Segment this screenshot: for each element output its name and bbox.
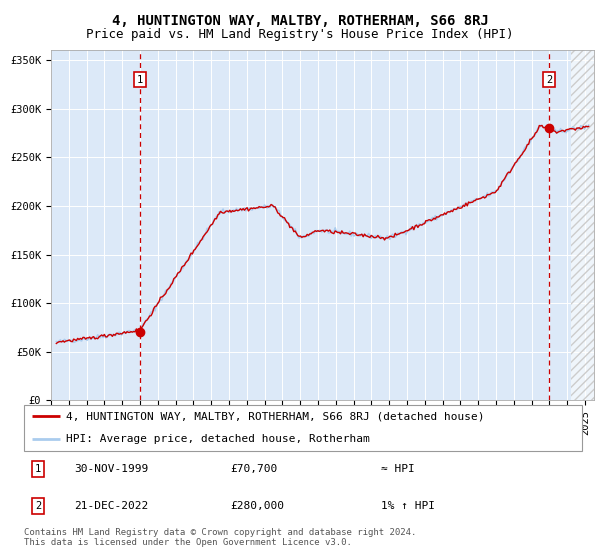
Bar	[571, 41, 600, 400]
Text: £280,000: £280,000	[230, 501, 284, 511]
Bar	[571, 41, 600, 400]
Text: ≈ HPI: ≈ HPI	[381, 464, 415, 474]
Text: 4, HUNTINGTON WAY, MALTBY, ROTHERHAM, S66 8RJ (detached house): 4, HUNTINGTON WAY, MALTBY, ROTHERHAM, S6…	[66, 412, 484, 421]
Text: HPI: Average price, detached house, Rotherham: HPI: Average price, detached house, Roth…	[66, 435, 370, 444]
Text: 30-NOV-1999: 30-NOV-1999	[74, 464, 148, 474]
Text: 1: 1	[137, 74, 143, 85]
Text: 4, HUNTINGTON WAY, MALTBY, ROTHERHAM, S66 8RJ: 4, HUNTINGTON WAY, MALTBY, ROTHERHAM, S6…	[112, 14, 488, 28]
Text: 1: 1	[35, 464, 41, 474]
Text: 2: 2	[35, 501, 41, 511]
Text: Contains HM Land Registry data © Crown copyright and database right 2024.
This d: Contains HM Land Registry data © Crown c…	[24, 528, 416, 547]
Text: £70,700: £70,700	[230, 464, 278, 474]
Text: 2: 2	[546, 74, 552, 85]
Text: 21-DEC-2022: 21-DEC-2022	[74, 501, 148, 511]
Text: 1% ↑ HPI: 1% ↑ HPI	[381, 501, 435, 511]
FancyBboxPatch shape	[24, 405, 582, 451]
Text: Price paid vs. HM Land Registry's House Price Index (HPI): Price paid vs. HM Land Registry's House …	[86, 28, 514, 41]
